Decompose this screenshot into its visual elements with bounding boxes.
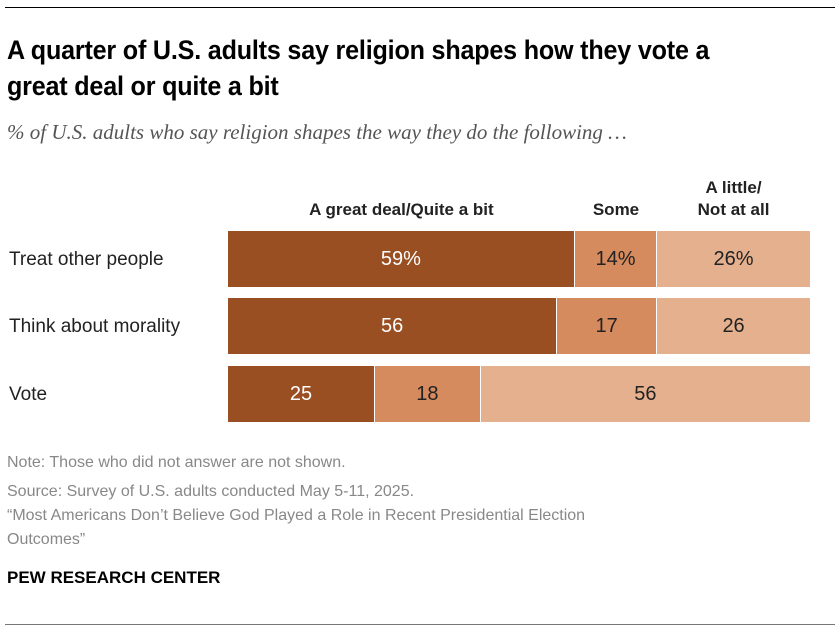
legend-header-line: Not at all: [697, 200, 770, 219]
data-label: 56: [634, 382, 657, 405]
data-label: 18: [416, 382, 439, 405]
top-rule: [5, 7, 835, 8]
legend-header-line: A great deal/Quite a bit: [309, 200, 494, 219]
legend-header-line: A little/: [705, 178, 762, 197]
data-label: 56: [380, 314, 404, 337]
data-label: 26%: [713, 247, 754, 270]
bar-think-about-morality-a-great-deal-quite-a-bit: 56: [228, 298, 557, 354]
legend-header-little: A little/Not at all: [657, 177, 810, 221]
report-title-line2: Outcomes”: [7, 531, 86, 548]
legend-header-line: Some: [592, 200, 640, 219]
source-line: Source: Survey of U.S. adults conducted …: [7, 483, 415, 500]
bar-treat-other-people-a-great-deal-quite-a-bit: 59%: [228, 231, 574, 287]
bar-treat-other-people-some: 14%: [574, 231, 657, 287]
data-label: 25: [289, 382, 313, 405]
chart-subtitle: % of U.S. adults who say religion shapes…: [7, 120, 627, 144]
chart-title: A quarter of U.S. adults say religion sh…: [7, 35, 710, 101]
pew-brand: PEW RESEARCH CENTER: [7, 568, 221, 587]
footnote: Note: Those who did not answer are not s…: [7, 454, 346, 471]
bar-vote-a-great-deal-quite-a-bit: 25: [228, 366, 374, 422]
report-title-line1: “Most Americans Don’t Believe God Played…: [7, 507, 586, 524]
row-label-treat-other-people: Treat other people: [9, 249, 164, 270]
data-label: 14%: [595, 247, 636, 270]
bar-think-about-morality-a-little-not-at-all: 26: [657, 298, 810, 354]
bar-treat-other-people-a-little-not-at-all: 26%: [657, 231, 810, 287]
bar-think-about-morality-some: 17: [557, 298, 657, 354]
row-label-think-about-morality: Think about morality: [9, 316, 181, 337]
data-label: 17: [595, 314, 618, 337]
data-label: 26: [722, 314, 745, 337]
data-label: 59%: [380, 247, 421, 270]
bottom-rule: [5, 624, 835, 625]
row-label-vote: Vote: [9, 384, 48, 405]
bar-vote-some: 18: [374, 366, 480, 422]
legend-header-great-deal: A great deal/Quite a bit: [228, 199, 575, 221]
legend-header-some: Some: [575, 199, 657, 221]
bar-vote-a-little-not-at-all: 56: [480, 366, 810, 422]
